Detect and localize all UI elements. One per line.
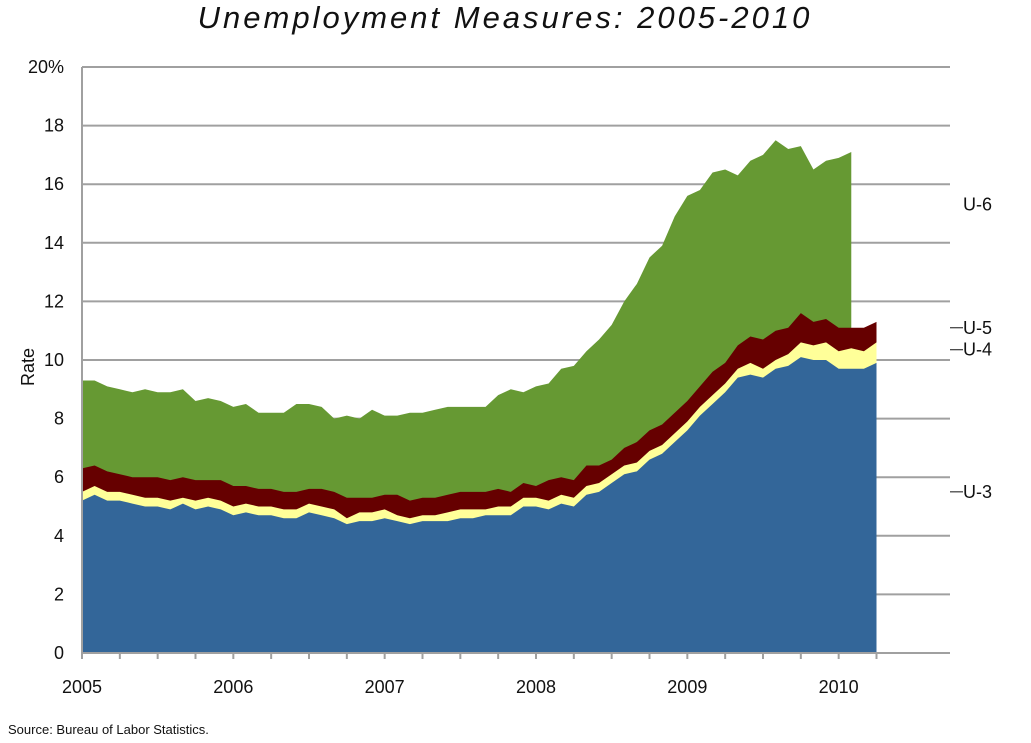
y-tick-label: 18 (44, 116, 64, 136)
y-tick-label: 14 (44, 233, 64, 253)
chart-title: Unemployment Measures: 2005-2010 (197, 0, 813, 35)
x-tick-labels: 2005 2006 2007 2008 2009 2010 (62, 677, 859, 697)
y-tick-label: 6 (54, 467, 64, 487)
series-area-u-3 (82, 357, 877, 653)
y-tick-label: 2 (54, 584, 64, 604)
y-tick-label: 16 (44, 174, 64, 194)
y-tick-label: 12 (44, 291, 64, 311)
x-tick-label: 2008 (516, 677, 556, 697)
y-tick-label: 8 (54, 409, 64, 429)
series-label-u-4: U-4 (963, 340, 992, 360)
source-note: Source: Bureau of Labor Statistics. (8, 722, 209, 737)
y-tick-label: 4 (54, 526, 64, 546)
series-label-u-5: U-5 (963, 318, 992, 338)
series-label-u-6: U-6 (963, 195, 992, 215)
y-axis-title: Rate (18, 348, 38, 386)
x-tick-label: 2007 (365, 677, 405, 697)
series-label-u-3: U-3 (963, 482, 992, 502)
series-labels: U-3 U-4U-5 U-6 (950, 195, 992, 502)
y-tick-labels: 0 2 4 6 8 10 12 14 16 18 20% (28, 57, 64, 663)
x-tick-label: 2006 (213, 677, 253, 697)
x-tick-label: 2009 (667, 677, 707, 697)
x-tick-label: 2005 (62, 677, 102, 697)
y-tick-label: 0 (54, 643, 64, 663)
x-tick-label: 2010 (819, 677, 859, 697)
y-tick-label: 20% (28, 57, 64, 77)
series-areas (82, 140, 877, 653)
y-tick-label: 10 (44, 350, 64, 370)
axes (81, 67, 950, 659)
